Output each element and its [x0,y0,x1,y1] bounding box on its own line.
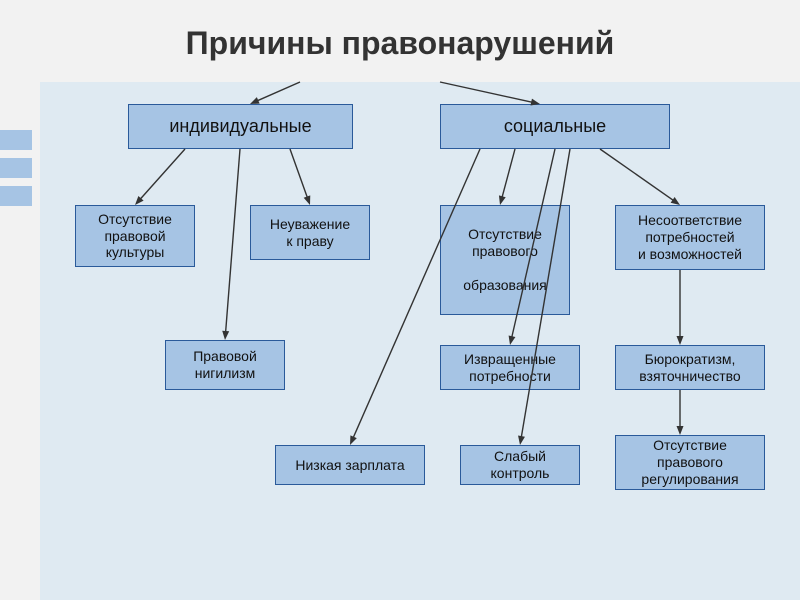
side-tab-2 [0,186,32,206]
category-social: социальные [440,104,670,149]
leaf-no-legal-culture: Отсутствиеправовойкультуры [75,205,195,267]
leaf-weak-control: Слабыйконтроль [460,445,580,485]
side-tab-1 [0,158,32,178]
leaf-disrespect-law: Неуважениек праву [250,205,370,260]
leaf-no-legal-reg: Отсутствиеправовогорегулирования [615,435,765,490]
leaf-low-salary: Низкая зарплата [275,445,425,485]
page-title: Причины правонарушений [0,25,800,62]
leaf-bureaucracy: Бюрократизм,взяточничество [615,345,765,390]
leaf-needs-mismatch: Несоответствиепотребностейи возможностей [615,205,765,270]
leaf-legal-nihilism: Правовойнигилизм [165,340,285,390]
category-individual: индивидуальные [128,104,353,149]
side-tab-0 [0,130,32,150]
leaf-no-legal-edu: Отсутствиеправовогообразования [440,205,570,315]
panel-background [40,82,800,600]
leaf-perverted-needs: Извращенныепотребности [440,345,580,390]
